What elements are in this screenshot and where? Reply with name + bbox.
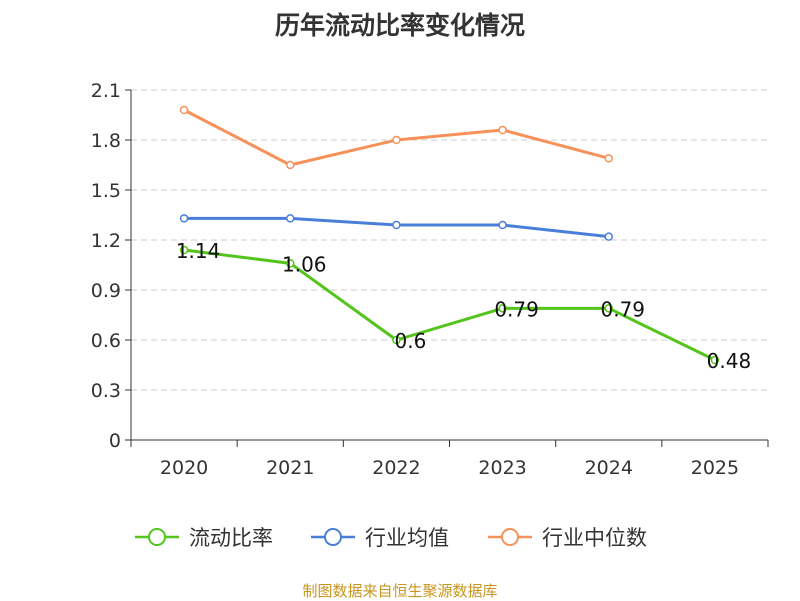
data-point bbox=[392, 335, 401, 345]
x-tick-label: 2022 bbox=[372, 457, 420, 479]
chart-title: 历年流动比率变化情况 bbox=[274, 11, 525, 40]
legend-label: 流动比率 bbox=[189, 526, 273, 550]
data-point bbox=[498, 125, 507, 135]
y-tick-label: 0 bbox=[109, 430, 121, 452]
data-point bbox=[179, 214, 189, 223]
legend-swatch-marker bbox=[501, 528, 519, 546]
data-point bbox=[286, 259, 295, 268]
legend-label: 行业均值 bbox=[365, 526, 449, 550]
source-note: 制图数据来自恒生聚源数据库 bbox=[302, 582, 498, 600]
data-point bbox=[498, 304, 507, 313]
data-point bbox=[710, 355, 720, 365]
data-point bbox=[179, 245, 189, 255]
data-label: 0.79 bbox=[600, 297, 645, 321]
data-point bbox=[286, 214, 295, 223]
y-tick-label: 2.1 bbox=[91, 80, 121, 102]
data-label: 1.06 bbox=[282, 252, 327, 276]
y-tick-label: 1.8 bbox=[91, 130, 121, 152]
data-label: 0.48 bbox=[707, 349, 752, 373]
data-point bbox=[286, 160, 295, 170]
y-tick-label: 1.5 bbox=[91, 180, 121, 202]
data-label: 0.6 bbox=[395, 329, 427, 353]
y-tick-label: 0.6 bbox=[91, 330, 121, 352]
legend-swatch-marker bbox=[324, 528, 342, 546]
data-point bbox=[604, 304, 613, 313]
data-point bbox=[604, 154, 613, 163]
x-tick-label: 2020 bbox=[160, 457, 208, 479]
data-point bbox=[392, 220, 401, 230]
data-point bbox=[604, 232, 613, 241]
legend-label: 行业中位数 bbox=[542, 526, 647, 550]
x-tick-label: 2021 bbox=[266, 457, 314, 479]
y-tick-label: 0.3 bbox=[91, 380, 121, 402]
x-tick-label: 2024 bbox=[585, 457, 633, 479]
data-point bbox=[498, 220, 507, 230]
x-tick-label: 2025 bbox=[691, 457, 739, 479]
x-tick-label: 2023 bbox=[478, 457, 526, 479]
data-label: 1.14 bbox=[176, 239, 221, 263]
data-label: 0.79 bbox=[494, 297, 539, 321]
data-point bbox=[392, 135, 401, 145]
y-tick-label: 0.9 bbox=[91, 280, 121, 302]
y-tick-label: 1.2 bbox=[91, 230, 121, 252]
legend-swatch-marker bbox=[148, 528, 166, 546]
series-line bbox=[183, 248, 716, 362]
data-point bbox=[179, 105, 189, 115]
